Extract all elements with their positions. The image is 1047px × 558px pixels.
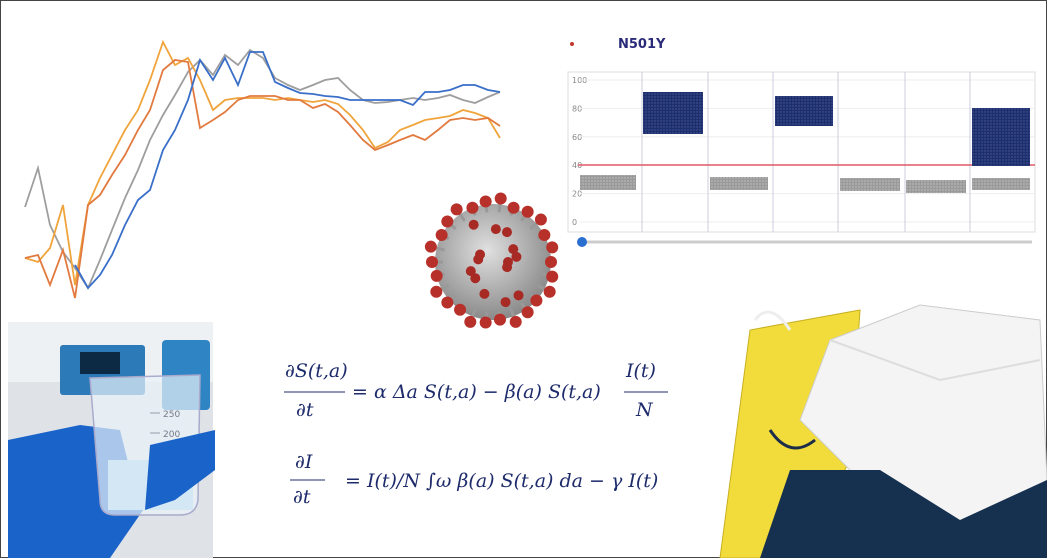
spike <box>495 192 507 204</box>
spike <box>454 304 466 316</box>
legend-dot <box>570 42 574 46</box>
eq2-lhs-num: ∂I <box>295 451 313 473</box>
spike <box>546 271 558 283</box>
spike <box>522 206 534 218</box>
spike <box>544 286 556 298</box>
cluster <box>643 92 703 134</box>
spike <box>491 224 501 234</box>
spike <box>510 316 522 328</box>
eq1-rhs: = α Δa S(t,a) − β(a) S(t,a) <box>352 381 601 403</box>
collage: N501Y 100806040200 250200150100 <box>0 0 1047 558</box>
spike <box>441 216 453 228</box>
cluster <box>580 175 636 190</box>
page: N501Y 100806040200 250200150100 <box>0 0 1047 558</box>
beaker-photo: 250200150100 <box>8 322 215 558</box>
spike <box>430 286 442 298</box>
spike <box>501 297 511 307</box>
spike <box>546 241 558 253</box>
y-tick-label: 0 <box>572 218 577 227</box>
spike <box>508 202 520 214</box>
spike <box>431 270 443 282</box>
spike <box>436 229 448 241</box>
spike <box>426 256 438 268</box>
spike <box>522 306 534 318</box>
spike <box>479 289 489 299</box>
beaker-mark-label: 250 <box>163 410 180 420</box>
cluster <box>972 178 1030 190</box>
beaker-mark-label: 200 <box>163 430 180 440</box>
spike <box>466 266 476 276</box>
spike <box>480 195 492 207</box>
eq1-lhs-num: ∂S(t,a) <box>285 360 348 382</box>
eq1-lhs-den: ∂t <box>296 399 314 421</box>
masks-photo <box>720 305 1047 558</box>
slider-handle[interactable] <box>577 237 587 247</box>
eq2-rhs: = I(t)/N ∫ω β(a) S(t,a) da − γ I(t) <box>345 470 658 492</box>
scatter-title: N501Y <box>618 37 666 52</box>
cluster <box>972 108 1030 166</box>
spike <box>441 296 453 308</box>
spike <box>545 256 557 268</box>
spike <box>514 290 524 300</box>
cluster <box>840 178 900 191</box>
spike <box>538 229 550 241</box>
eq1-frac-den: N <box>635 399 654 421</box>
cluster <box>710 177 768 190</box>
spike <box>530 294 542 306</box>
spike <box>451 203 463 215</box>
eq1-frac-num: I(t) <box>625 360 656 382</box>
spike <box>469 220 479 230</box>
spike <box>466 202 478 214</box>
spike <box>502 227 512 237</box>
spike <box>494 314 506 326</box>
spike <box>425 241 437 253</box>
cluster <box>775 96 833 126</box>
spike <box>480 317 492 329</box>
spike <box>511 252 521 262</box>
spike <box>475 249 485 259</box>
spike <box>502 262 512 272</box>
spike <box>535 214 547 226</box>
eq2-lhs-den: ∂t <box>293 486 311 508</box>
spike <box>464 316 476 328</box>
cluster <box>906 180 966 193</box>
